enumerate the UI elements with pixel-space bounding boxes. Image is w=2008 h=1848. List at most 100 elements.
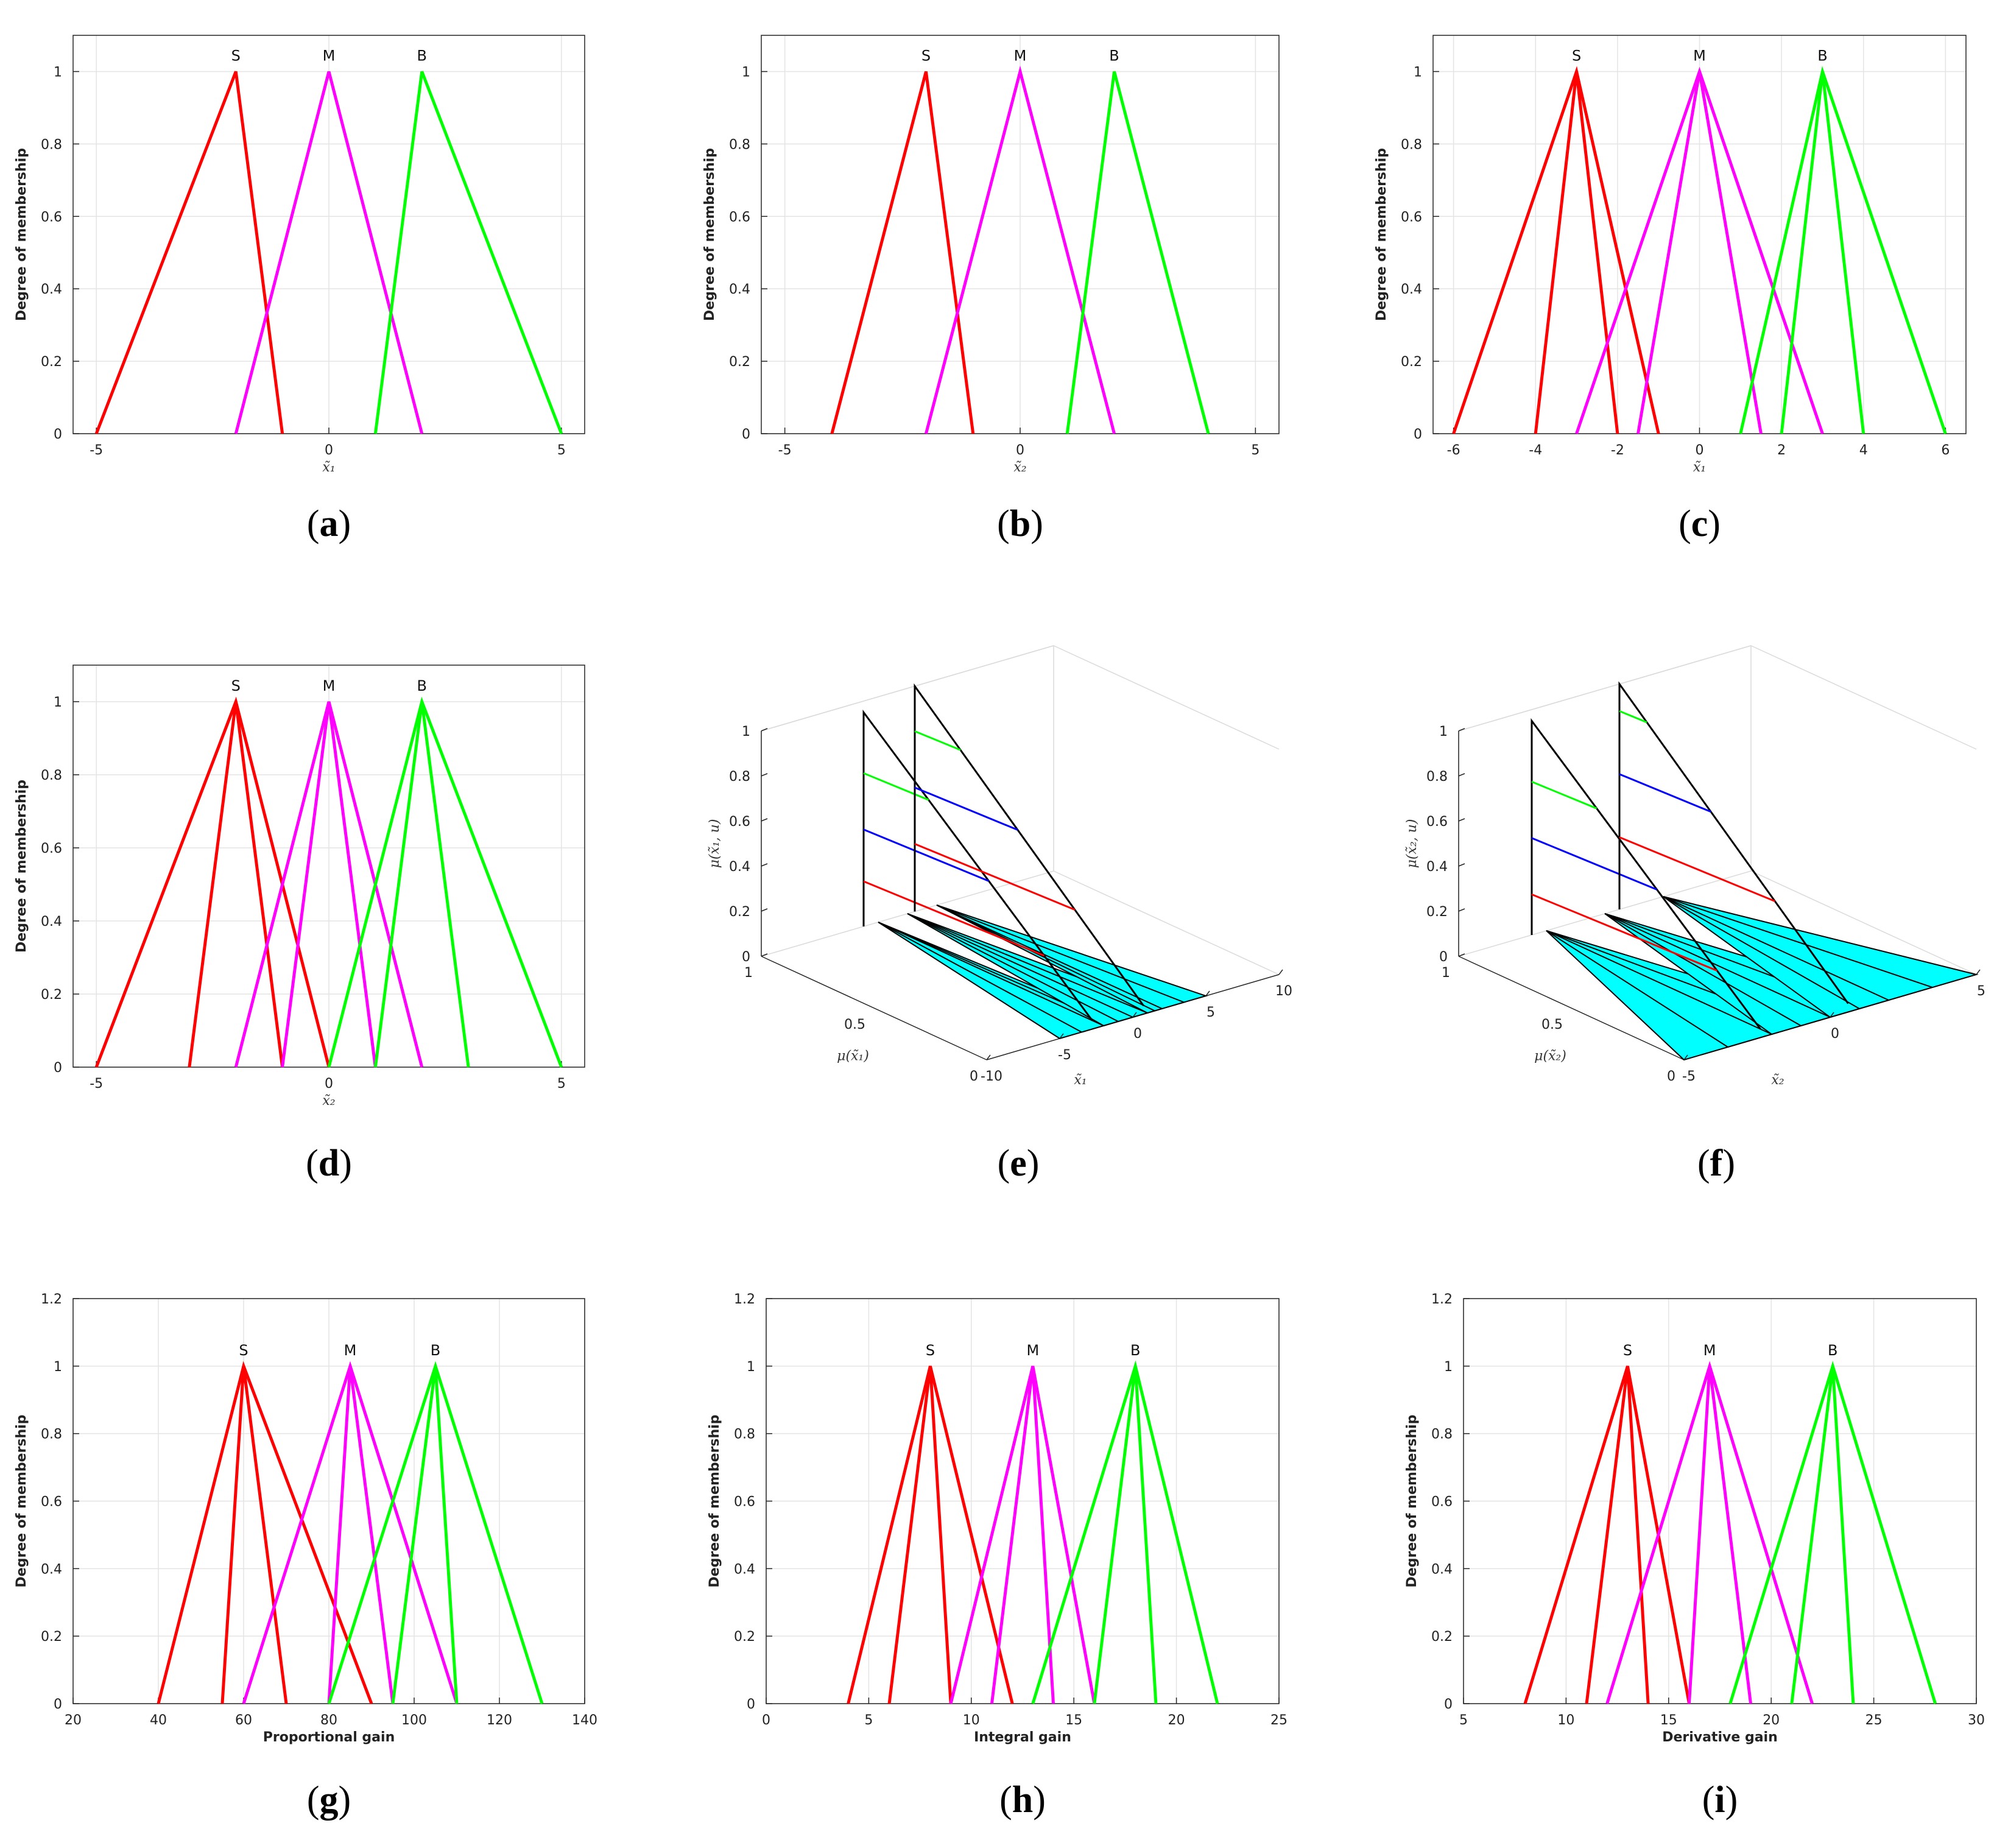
membership-line-m-lower [1687,1366,1753,1704]
caption-g: (g) [307,1779,351,1821]
x-tick-label: 4 [1859,443,1868,458]
u-tick-label: 1 [744,965,753,981]
set-label-B: B [1109,47,1119,64]
wedge-ridge-B [1663,896,1889,1001]
x-tick-mark [1205,990,1210,996]
u-axis-label: μ(x̃₁) [837,1049,869,1064]
box-back-edge [761,645,1280,956]
slice-level-mark [1619,710,1647,724]
caption-open-paren: ( [306,1143,319,1184]
y-tick-label: 0 [54,427,62,442]
x-axis-label: x̃₂ [322,1093,335,1109]
y-tick-label: 1 [1414,65,1422,80]
y-tick-label: 0.8 [729,137,750,152]
x-tick-label: 5 [557,443,566,458]
secondary-mf-slice [1618,681,1849,1004]
caption-a: (a) [307,503,351,545]
caption-d: (d) [306,1143,352,1184]
y-tick-label: 0.8 [1431,1427,1453,1442]
z-tick-mark [1458,728,1465,732]
y-axis-label: Degree of membership [707,1415,722,1588]
x-tick-label: 60 [235,1713,252,1728]
z-tick-label: 1 [742,724,750,739]
caption-letter: b [1010,503,1030,545]
wedge-ridge-B [936,905,1163,1009]
x-tick-label: -5 [778,443,792,458]
membership-line-s-upper [847,1366,1014,1704]
membership-line-b [373,71,563,434]
y-tick-label: 0.6 [1431,1495,1453,1510]
secondary-mf-slice [914,683,1144,1006]
wedge-ridge-S [1546,930,1772,1035]
y-tick-label: 1 [742,65,750,80]
x-tick-label: 10 [1557,1713,1574,1728]
x-axis-label: Integral gain [974,1730,1071,1745]
y-tick-label: 1.2 [1431,1292,1453,1307]
y-tick-label: 0 [54,1060,62,1076]
set-label-M: M [1693,47,1706,64]
z-tick-label: 1 [1439,724,1448,739]
set-label-S: S [239,1342,248,1359]
x-tick-label: 30 [1968,1713,1985,1728]
membership-line-s-lower [220,1366,288,1704]
chart-g: 20 40 60 80 100 120 140 0 0.2 0.4 0.6 0.8 1 1.2 S M B Pro… [14,1292,597,1821]
caption-close-paren: ) [339,503,351,545]
membership-line-b-lower [1790,1366,1855,1704]
set-label-S: S [231,47,241,64]
membership-line-s [94,71,284,434]
y-tick-label: 0.8 [41,1427,62,1442]
y-tick-label: 0.6 [734,1495,755,1510]
z-tick-label: 0.4 [1426,859,1448,875]
set-label-S: S [926,1342,935,1359]
set-label-S: S [231,677,241,694]
membership-line-m-lower [1636,71,1763,434]
x-tick-label: 100 [401,1713,427,1728]
y-tick-label: 0.2 [1431,1629,1453,1645]
x-tick-label: -6 [1447,443,1460,458]
x-tick-label: 10 [1275,984,1292,999]
x-tick-label: 140 [572,1713,597,1728]
x-tick-label: -4 [1529,443,1542,458]
set-label-B: B [417,677,426,694]
set-label-M: M [323,677,336,694]
x-axis-label: Derivative gain [1662,1730,1778,1745]
z-tick-mark [1458,863,1465,867]
caption-letter: e [1010,1143,1027,1184]
x-tick-label: 5 [1977,984,1985,999]
wedge-ridge-S [878,922,1104,1026]
wedge-ridge-M [907,913,1133,1018]
y-tick-label: 0.8 [1401,137,1422,152]
y-axis-label: Degree of membership [702,148,717,321]
membership-line-s [830,71,975,434]
set-label-M: M [1703,1342,1716,1359]
y-tick-label: 0.4 [41,914,62,929]
set-label-M: M [1014,47,1027,64]
caption-close-paren: ) [339,1779,351,1821]
z-tick-mark [761,818,768,822]
x-tick-label: 20 [1168,1713,1185,1728]
caption-b: (b) [997,503,1043,545]
set-label-S: S [1572,47,1581,64]
u-axis-line [761,956,987,1060]
z-tick-label: 0.2 [1426,905,1448,920]
set-label-S: S [1623,1342,1632,1359]
y-tick-label: 0.6 [729,210,750,225]
caption-open-paren: ( [1679,503,1691,545]
caption-open-paren: ( [307,1779,320,1821]
slice-level-mark [1531,781,1598,809]
z-tick-mark [1458,953,1465,957]
membership-line-m-lower [327,1366,395,1704]
caption-e: (e) [998,1143,1040,1184]
x-tick-label: 2 [1777,443,1786,458]
x-tick-label: 0 [325,443,333,458]
chart-h: 0 5 10 15 20 25 0 0.2 0.4 0.6 0.8 1 1.2 S M B Integral g… [707,1292,1288,1821]
y-tick-label: 0 [1414,427,1422,442]
z-axis-label: μ(x̃₁, u) [707,819,722,869]
u-tick-label: 0.5 [844,1017,865,1032]
x-tick-label: 0 [1133,1026,1142,1042]
chart-d: -5 0 5 0 0.2 0.4 0.6 0.8 1 S M Bx̃₂ Degree of member… [14,665,585,1184]
x-tick-label: -5 [1682,1069,1696,1084]
caption-open-paren: ( [998,1143,1010,1184]
membership-line-m-upper [242,1361,459,1704]
fou-wedge-S-1 [878,922,1113,1033]
